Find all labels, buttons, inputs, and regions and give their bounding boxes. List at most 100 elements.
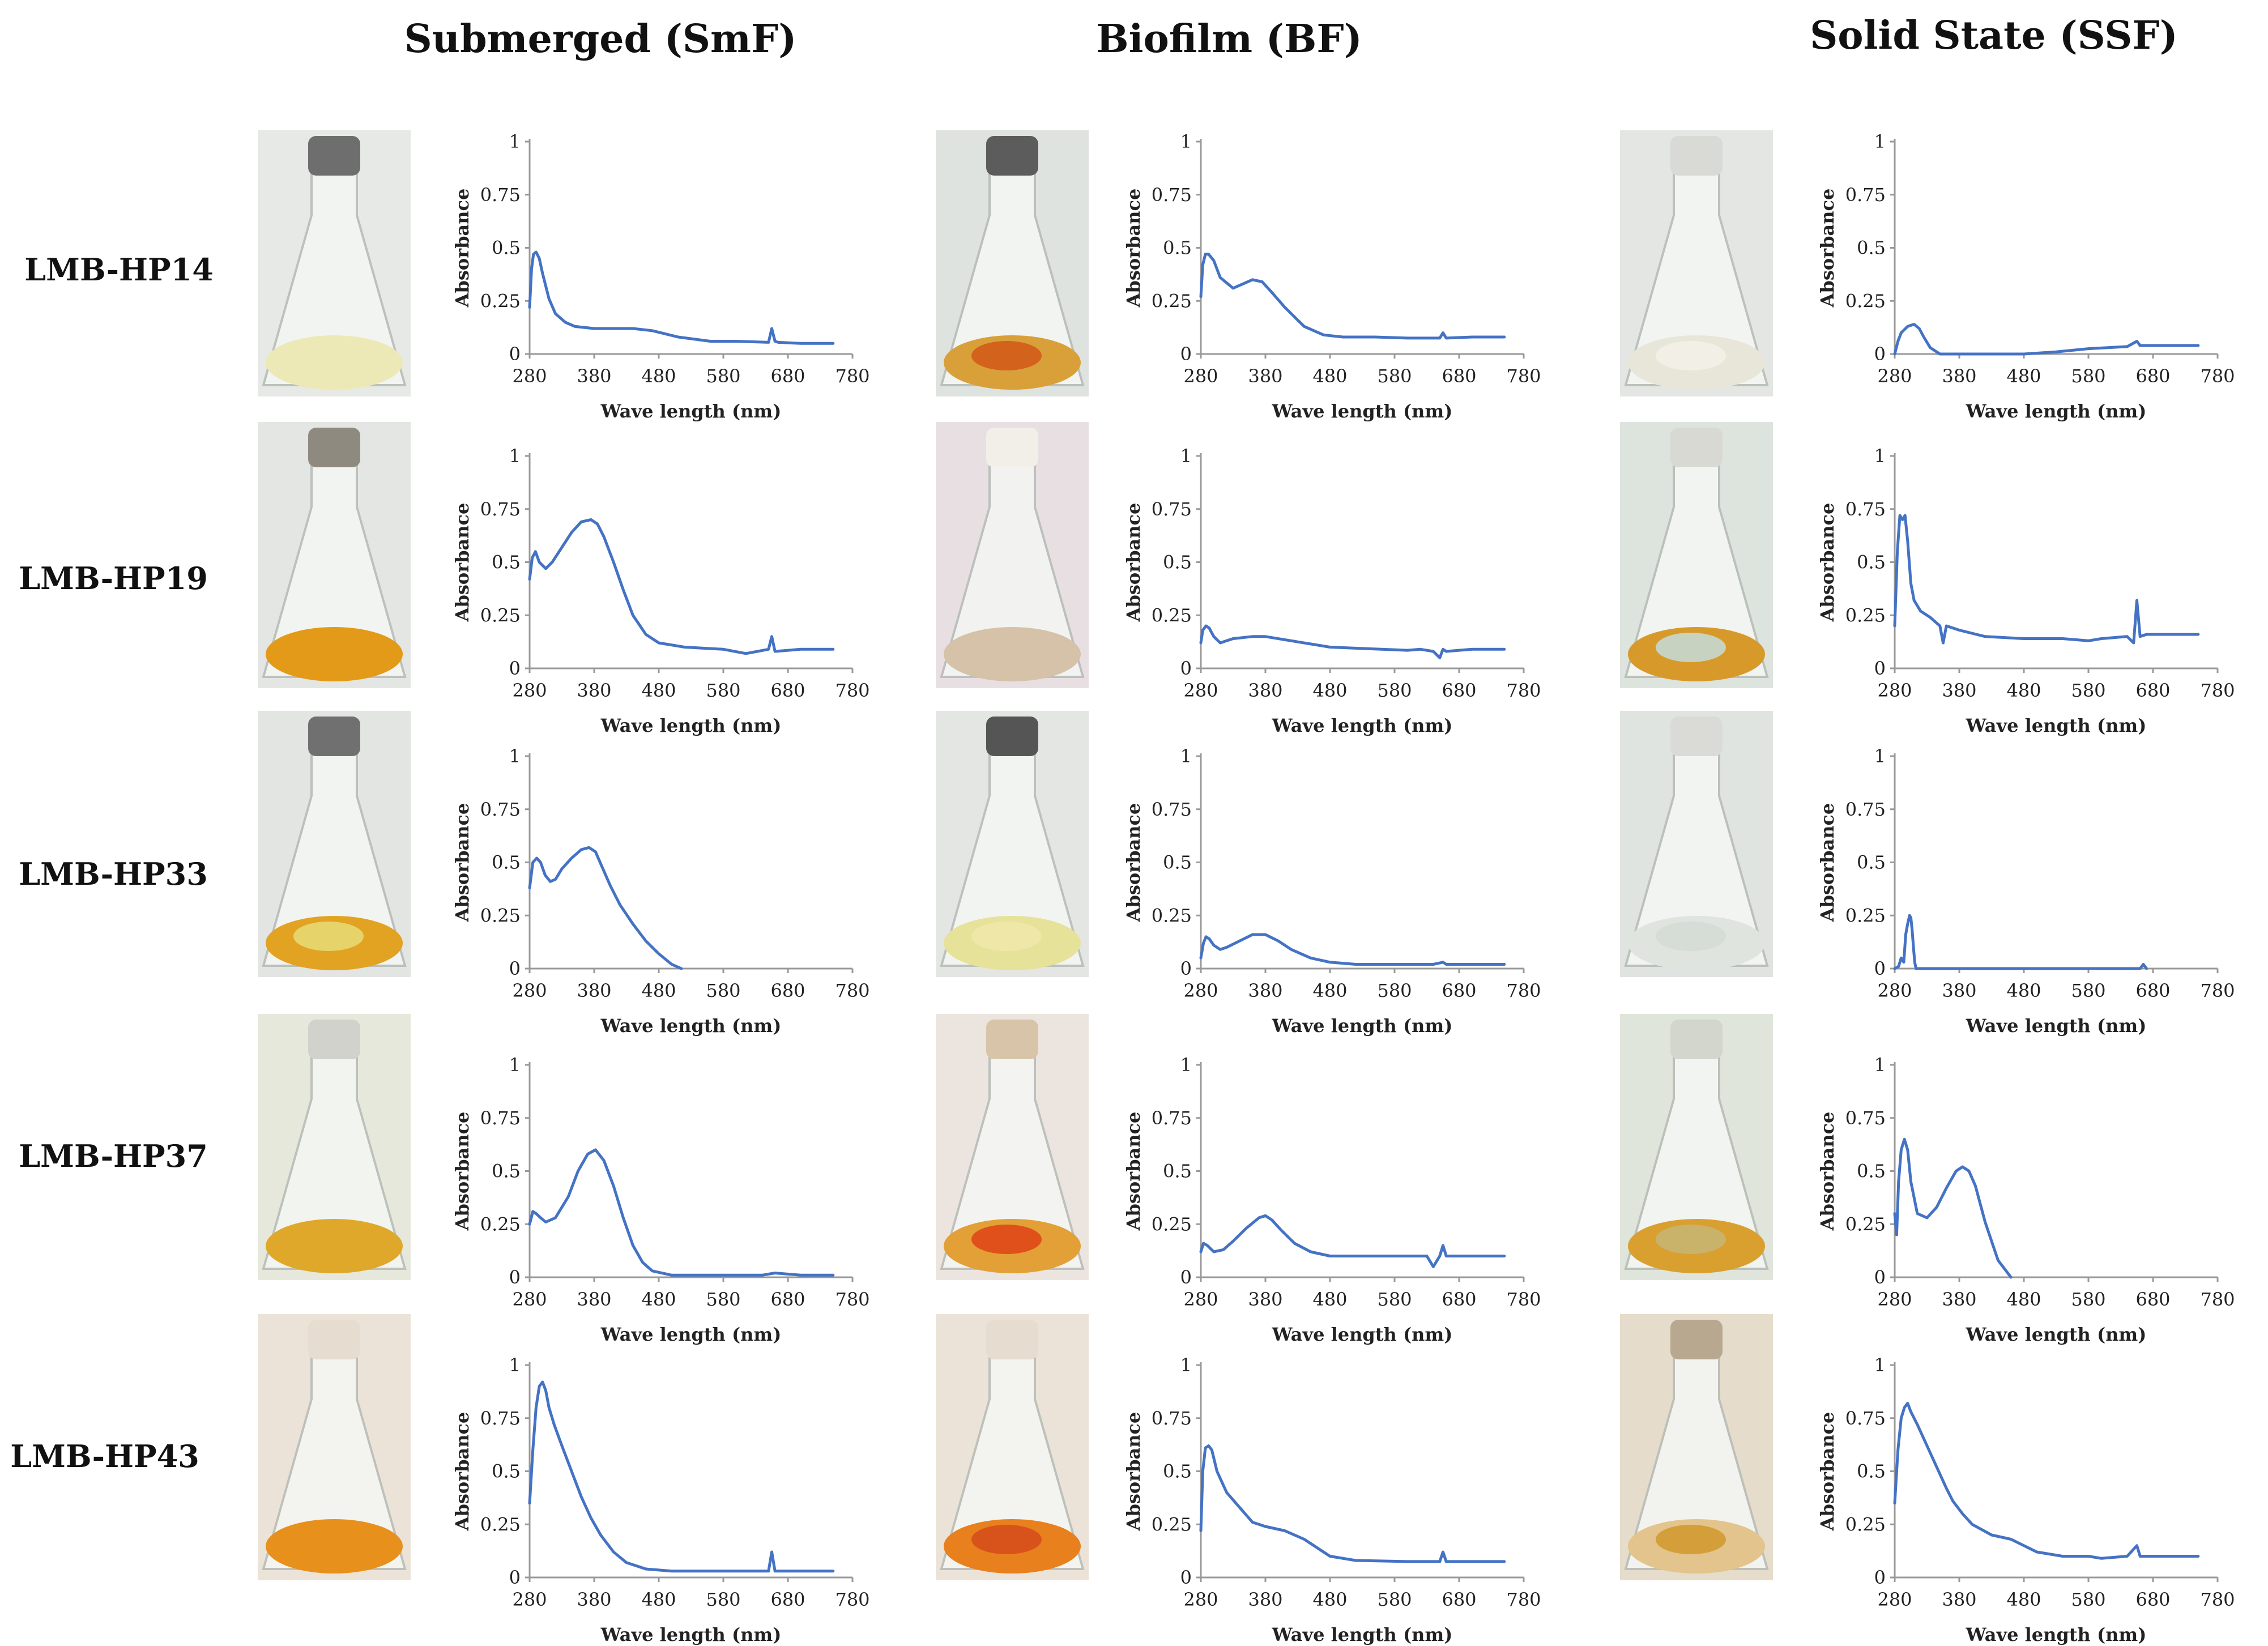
- y-tick-label: 0.75: [1845, 184, 1886, 206]
- flask-stopper: [308, 1020, 360, 1059]
- y-axis-title: Absorbance: [1123, 803, 1144, 923]
- x-tick-label: 280: [1877, 1289, 1912, 1310]
- x-axis-title: Wave length (nm): [1272, 1324, 1453, 1345]
- x-tick-label: 380: [577, 980, 611, 1001]
- x-tick-label: 280: [1183, 980, 1218, 1001]
- x-tick-label: 580: [2071, 680, 2105, 701]
- flask-stopper: [1670, 1320, 1723, 1359]
- x-tick-label: 280: [1183, 365, 1218, 387]
- flask-stopper: [986, 717, 1038, 756]
- row-label-hp14: LMB-HP14: [24, 251, 214, 288]
- chart-hp19-ssf: 0 0.25 0.5 0.75 1 280 380 480 580 680 780 Wave leng…: [1817, 445, 2235, 736]
- absorbance-series-line: [528, 518, 835, 655]
- y-tick-label: 1: [509, 445, 521, 467]
- flask-biomass: [1656, 922, 1726, 951]
- flask-photo-hp33-ssf: [1620, 711, 1773, 977]
- absorbance-series-line: [1893, 514, 2200, 645]
- absorbance-series-line: [1199, 253, 1506, 340]
- x-axis-title: Wave length (nm): [1966, 1015, 2147, 1037]
- y-axis-title: Absorbance: [1123, 189, 1144, 308]
- y-tick-label: 1: [509, 131, 521, 152]
- y-tick-label: 0: [509, 1267, 521, 1288]
- x-tick-label: 580: [706, 680, 740, 701]
- y-tick-label: 0.5: [1163, 237, 1192, 259]
- x-tick-label: 580: [1377, 980, 1412, 1001]
- x-axis-title: Wave length (nm): [600, 1324, 782, 1345]
- y-axis-title: Absorbance: [451, 1112, 473, 1231]
- x-tick-label: 780: [835, 1289, 869, 1310]
- y-axis-title: Absorbance: [1817, 803, 1838, 923]
- absorbance-series-line: [528, 1380, 835, 1573]
- flask-stopper: [1670, 428, 1723, 467]
- y-tick-label: 1: [1874, 1054, 1886, 1076]
- absorbance-series-line: [528, 1148, 835, 1277]
- flask-biomass: [1656, 1525, 1726, 1554]
- flask-photo-hp19-bf: [936, 422, 1089, 688]
- y-tick-label: 0.5: [1163, 1461, 1192, 1482]
- chart-hp19-smf: 0 0.25 0.5 0.75 1 280 380 480 580 680 780 Wave leng…: [451, 445, 870, 736]
- x-tick-label: 780: [2200, 365, 2235, 387]
- flask-stopper: [308, 1320, 360, 1359]
- x-tick-label: 480: [2006, 1589, 2041, 1610]
- chart-hp37-bf: 0 0.25 0.5 0.75 1 280 380 480 580 680 780 Wave leng…: [1123, 1054, 1541, 1345]
- chart-hp19-bf: 0 0.25 0.5 0.75 1 280 380 480 580 680 780 Wave leng…: [1123, 445, 1541, 736]
- flask-biomass: [293, 922, 364, 951]
- column-title-smf: Submerged (SmF): [404, 16, 797, 62]
- flask-biomass: [1656, 633, 1726, 662]
- x-tick-label: 380: [1942, 980, 1976, 1001]
- y-tick-label: 0.25: [1845, 1513, 1886, 1535]
- y-tick-label: 0.75: [1152, 498, 1192, 520]
- x-tick-label: 580: [706, 365, 740, 387]
- x-tick-label: 280: [1877, 1589, 1912, 1610]
- y-tick-label: 0.5: [1857, 1161, 1886, 1182]
- y-tick-label: 0: [1874, 343, 1886, 365]
- y-tick-label: 0.5: [492, 237, 521, 259]
- x-tick-label: 580: [2071, 365, 2105, 387]
- x-tick-label: 580: [2071, 1289, 2105, 1310]
- chart-hp43-bf: 0 0.25 0.5 0.75 1 280 380 480 580 680 780 Wave leng…: [1123, 1354, 1541, 1645]
- y-axis-title: Absorbance: [1123, 1412, 1144, 1532]
- x-tick-label: 480: [2006, 365, 2041, 387]
- x-axis-title: Wave length (nm): [1966, 715, 2147, 736]
- x-tick-label: 780: [1506, 1289, 1541, 1310]
- y-tick-label: 1: [1874, 445, 1886, 467]
- x-axis-title: Wave length (nm): [1966, 1324, 2147, 1345]
- x-tick-label: 480: [1312, 980, 1347, 1001]
- y-tick-label: 0.5: [1163, 552, 1192, 573]
- x-tick-label: 380: [577, 1289, 611, 1310]
- flask-photo-hp14-bf: [936, 130, 1089, 396]
- x-tick-label: 480: [641, 680, 676, 701]
- x-tick-label: 780: [2200, 980, 2235, 1001]
- x-tick-label: 480: [1312, 1289, 1347, 1310]
- y-tick-label: 0: [1874, 1567, 1886, 1588]
- flask-photo-hp14-smf: [258, 130, 411, 396]
- chart-hp43-ssf: 0 0.25 0.5 0.75 1 280 380 480 580 680 780 Wave leng…: [1817, 1354, 2235, 1645]
- chart-hp37-ssf: 0 0.25 0.5 0.75 1 280 380 480 580 680 780 Wave leng…: [1817, 1054, 2235, 1345]
- flask-photo-hp14-ssf: [1620, 130, 1773, 396]
- flask-stopper: [308, 136, 360, 176]
- x-tick-label: 780: [835, 680, 869, 701]
- x-tick-label: 280: [512, 1589, 547, 1610]
- x-tick-label: 480: [641, 1589, 676, 1610]
- y-tick-label: 0.5: [492, 1461, 521, 1482]
- x-tick-label: 680: [1442, 1289, 1476, 1310]
- x-axis-title: Wave length (nm): [1966, 1624, 2147, 1645]
- y-tick-label: 0: [1180, 958, 1192, 979]
- x-tick-label: 680: [2135, 1589, 2170, 1610]
- flask-liquid: [266, 1519, 403, 1573]
- x-tick-label: 380: [1942, 1289, 1976, 1310]
- flask-photo-hp19-smf: [258, 422, 411, 688]
- x-tick-label: 480: [2006, 980, 2041, 1001]
- x-tick-label: 580: [2071, 980, 2105, 1001]
- x-tick-label: 380: [1248, 365, 1282, 387]
- x-tick-label: 280: [1877, 365, 1912, 387]
- flask-photo-hp37-ssf: [1620, 1014, 1773, 1280]
- y-tick-label: 0.25: [1152, 290, 1192, 312]
- y-tick-label: 0.75: [1845, 799, 1886, 820]
- y-tick-label: 0: [509, 658, 521, 679]
- absorbance-charts: 0 0.25 0.5 0.75 1 280 380 480 580 680 780 Wave leng…: [451, 131, 2235, 1645]
- flask-biomass: [971, 1225, 1042, 1254]
- x-tick-label: 580: [706, 980, 740, 1001]
- x-tick-label: 780: [1506, 680, 1541, 701]
- y-tick-label: 0.5: [1857, 237, 1886, 259]
